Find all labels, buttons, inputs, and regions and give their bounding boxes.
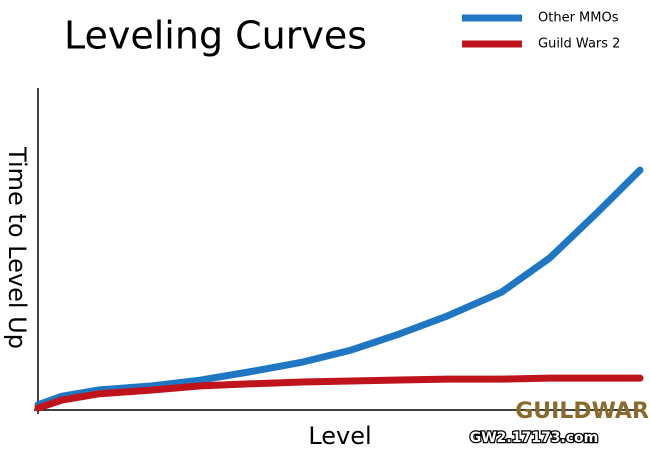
line-series <box>34 374 644 412</box>
line-series <box>34 166 644 409</box>
legend-label: Guild Wars 2 <box>538 37 620 52</box>
watermark-site: GW2.17173.com <box>470 430 599 446</box>
chart-title: Leveling Curves <box>64 14 367 58</box>
x-axis-label: Level <box>308 422 371 450</box>
legend-label: Other MMOs <box>538 11 619 26</box>
y-axis-label: Time to Level Up <box>3 146 31 349</box>
watermark-logo: GUILDWARS <box>515 399 650 424</box>
